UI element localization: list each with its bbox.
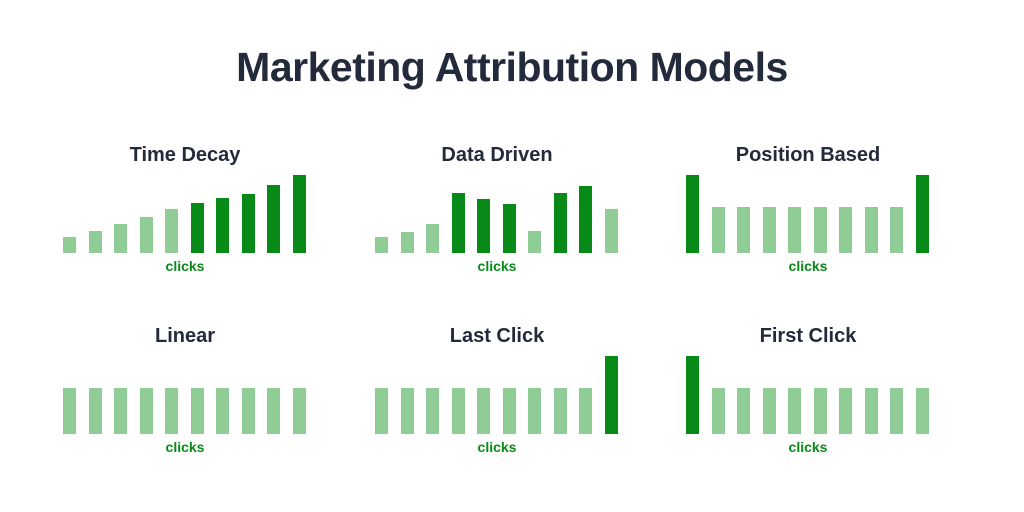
bar-9-light <box>579 388 592 434</box>
bar-3-light <box>426 224 439 253</box>
bar-4-light <box>140 217 153 253</box>
bar-6-light <box>814 207 827 253</box>
bar-9-light <box>890 388 903 434</box>
bar-5-light <box>477 388 490 434</box>
axis-label-clicks: clicks <box>788 258 828 274</box>
bar-7-light <box>216 388 229 434</box>
axis-label-clicks: clicks <box>477 258 517 274</box>
bar-5-light <box>165 388 178 434</box>
bar-7-dark <box>216 198 229 253</box>
bar-3-light <box>737 388 750 434</box>
bar-group <box>684 175 932 253</box>
axis-label-clicks: clicks <box>788 439 828 455</box>
bar-9-dark <box>579 186 592 253</box>
panel-linear: Linear clicks <box>61 322 309 472</box>
bar-7-light <box>528 231 541 253</box>
bar-5-light <box>165 209 178 253</box>
bar-4-light <box>763 388 776 434</box>
panel-first-click: First Click clicks <box>684 322 932 472</box>
page-title: Marketing Attribution Models <box>236 44 788 90</box>
bar-9-light <box>890 207 903 253</box>
axis-label-clicks: clicks <box>165 439 205 455</box>
bar-4-light <box>140 388 153 434</box>
bar-1-light <box>375 237 388 253</box>
axis-label-clicks: clicks <box>477 439 517 455</box>
panel-last-click: Last Click clicks <box>373 322 621 472</box>
bar-6-light <box>814 388 827 434</box>
bar-8-light <box>865 388 878 434</box>
bar-7-light <box>839 207 852 253</box>
bar-3-light <box>114 224 127 253</box>
bar-10-light <box>293 388 306 434</box>
panel-title: Linear <box>154 325 216 347</box>
bar-group <box>684 356 932 434</box>
panel-time-decay: Time Decay clicks <box>61 141 309 291</box>
bar-5-light <box>788 207 801 253</box>
bar-group <box>373 175 621 253</box>
panel-position-based: Position Based clicks <box>684 141 932 291</box>
axis-label-clicks: clicks <box>165 258 205 274</box>
bar-group <box>373 356 621 434</box>
bar-4-light <box>452 388 465 434</box>
bar-4-dark <box>452 193 465 253</box>
panel-title: First Click <box>759 325 857 347</box>
bar-6-dark <box>503 204 516 253</box>
bar-1-dark <box>686 356 699 434</box>
bar-2-light <box>712 207 725 253</box>
bar-7-light <box>528 388 541 434</box>
bar-2-light <box>89 231 102 253</box>
panel-title: Time Decay <box>129 144 241 166</box>
bar-9-light <box>267 388 280 434</box>
bar-1-dark <box>686 175 699 253</box>
bar-group <box>61 356 309 434</box>
bar-8-light <box>554 388 567 434</box>
bar-8-dark <box>242 194 255 253</box>
bar-3-light <box>114 388 127 434</box>
bar-group <box>61 175 309 253</box>
bar-2-light <box>712 388 725 434</box>
bar-1-light <box>375 388 388 434</box>
panel-title: Position Based <box>735 144 881 166</box>
bar-6-light <box>191 388 204 434</box>
panel-title: Last Click <box>449 325 545 347</box>
bar-3-light <box>737 207 750 253</box>
panel-data-driven: Data Driven clicks <box>373 141 621 291</box>
bar-10-light <box>605 209 618 253</box>
bar-8-light <box>242 388 255 434</box>
panel-title: Data Driven <box>441 144 553 166</box>
bar-1-light <box>63 388 76 434</box>
bar-6-light <box>503 388 516 434</box>
bar-2-light <box>89 388 102 434</box>
bar-4-light <box>763 207 776 253</box>
bar-5-dark <box>477 199 490 253</box>
bar-3-light <box>426 388 439 434</box>
bar-8-light <box>865 207 878 253</box>
bar-5-light <box>788 388 801 434</box>
bar-10-dark <box>605 356 618 434</box>
bar-1-light <box>63 237 76 253</box>
bar-10-dark <box>916 175 929 253</box>
bar-10-dark <box>293 175 306 253</box>
bar-8-dark <box>554 193 567 253</box>
bar-2-light <box>401 388 414 434</box>
bar-9-dark <box>267 185 280 253</box>
bar-10-light <box>916 388 929 434</box>
bar-2-light <box>401 232 414 253</box>
bar-7-light <box>839 388 852 434</box>
bar-6-dark <box>191 203 204 253</box>
